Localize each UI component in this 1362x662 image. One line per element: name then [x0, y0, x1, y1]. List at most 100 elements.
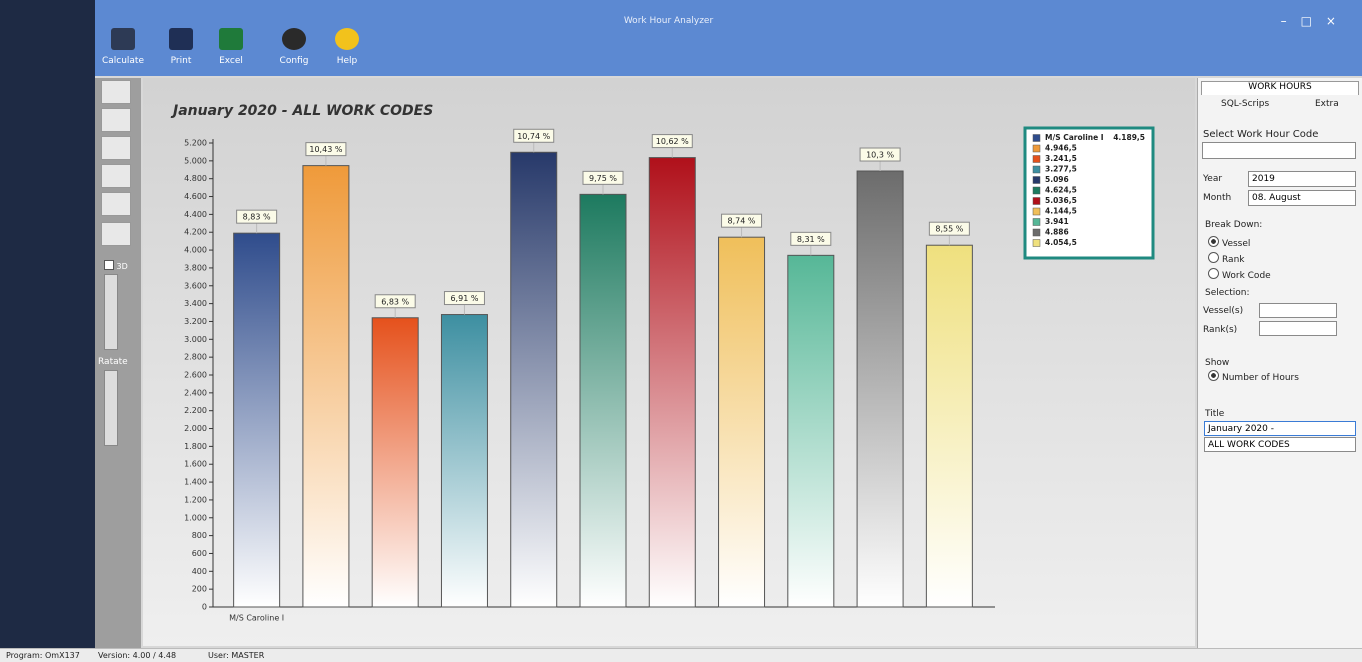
y-tick-label: 1.000	[184, 513, 207, 522]
text-input[interactable]	[1259, 303, 1337, 318]
share-label: 10,62 %	[656, 137, 689, 146]
legend-swatch	[1032, 239, 1041, 247]
window-title: Work Hour Analyzer	[623, 16, 714, 26]
label: Year	[1203, 174, 1223, 184]
y-tick-label: 3.600	[184, 281, 207, 290]
status-bar: Program: OmX137 Version: 4.00 / 4.48 Use…	[0, 648, 1362, 662]
tab[interactable]: Extra	[1315, 99, 1339, 109]
radio-label: Vessel	[1222, 239, 1251, 249]
dropdown[interactable]: 2019	[1248, 171, 1356, 187]
y-tick-label: 200	[192, 585, 207, 594]
bar	[648, 157, 696, 608]
share-label-box	[721, 213, 763, 228]
bar	[856, 170, 904, 608]
y-tick-label: 2.400	[184, 388, 207, 397]
y-tick-label: 1.400	[184, 478, 207, 487]
text-input[interactable]: January 2020 -	[1204, 421, 1356, 436]
window-controls[interactable]: –□×	[1280, 14, 1350, 28]
label: Month	[1203, 193, 1232, 203]
text-input[interactable]	[1259, 321, 1337, 336]
legend-swatch	[1032, 207, 1041, 216]
toolbar-button[interactable]: Help	[324, 28, 370, 66]
legend-swatch	[1032, 165, 1041, 174]
radio[interactable]: Vessel	[1208, 236, 1250, 249]
radio[interactable]: Rank	[1208, 252, 1245, 265]
toolbar-button[interactable]: Config	[271, 28, 317, 66]
legend-value: 3.241,5	[1045, 154, 1077, 163]
status-item: Program: OmX137	[6, 651, 80, 660]
share-label: 10,3 %	[866, 151, 894, 160]
panel-header[interactable]: WORK HOURS	[1201, 81, 1359, 95]
legend-swatch	[1032, 197, 1041, 205]
tool-button[interactable]	[101, 136, 131, 160]
side-strip	[0, 0, 95, 648]
y-tick-label: 0	[202, 603, 207, 612]
y-tick-label: 2.800	[184, 353, 207, 362]
share-label: 8,55 %	[935, 225, 963, 234]
y-tick-label: 1.200	[184, 495, 207, 504]
legend-swatch	[1032, 176, 1041, 184]
radio-label: Work Code	[1222, 271, 1271, 281]
bar	[233, 232, 281, 608]
status-item: Version: 4.00 / 4.48	[98, 651, 177, 660]
label: Select Work Hour Code	[1203, 129, 1319, 140]
share-label-box	[443, 291, 485, 306]
bar	[371, 317, 419, 608]
share-label: 9,75 %	[589, 174, 617, 183]
legend-swatch	[1032, 134, 1041, 142]
legend-value: 4.054,5	[1045, 238, 1077, 247]
y-tick-label: 1.800	[184, 442, 207, 451]
radio[interactable]: Number of Hours	[1208, 370, 1299, 383]
share-label-box	[374, 294, 416, 309]
legend-value: 3.941	[1045, 217, 1069, 226]
toolbar-button[interactable]: Print	[158, 28, 204, 66]
bar	[302, 165, 350, 608]
x-tick-label: M/S Caroline I	[229, 614, 284, 623]
label: Title	[1205, 409, 1225, 419]
y-tick-label: 3.000	[184, 335, 207, 344]
y-tick-label: 4.600	[184, 192, 207, 201]
share-label-box	[859, 147, 901, 162]
tool-button[interactable]	[101, 222, 131, 246]
toolbar-label: Help	[336, 56, 358, 66]
legend-value: 5.036,5	[1045, 196, 1077, 205]
dropdown[interactable]: 08. August	[1248, 190, 1356, 206]
legend-value: 4.189,5	[1113, 133, 1145, 142]
toolbar-button[interactable]: Calculate	[100, 28, 146, 66]
side-panel: WORK HOURS SQL-Scrips Extra Select Work …	[1197, 78, 1362, 648]
share-label-box	[513, 128, 555, 143]
text-input[interactable]: ALL WORK CODES	[1204, 437, 1356, 452]
tool-button[interactable]	[101, 108, 131, 132]
bar	[787, 254, 835, 608]
legend-value: 4.886	[1045, 228, 1069, 237]
y-tick-label: 400	[192, 567, 207, 576]
legend-swatch	[1032, 155, 1041, 163]
slider[interactable]	[104, 274, 118, 350]
y-tick-label: 5.200	[184, 139, 207, 148]
bar	[440, 314, 488, 608]
legend-swatch	[1032, 228, 1041, 237]
share-label-box	[236, 209, 278, 224]
bar	[510, 151, 558, 608]
legend-swatch	[1032, 218, 1041, 226]
dropdown[interactable]	[1202, 142, 1356, 159]
slider[interactable]	[104, 370, 118, 446]
label: Rank(s)	[1203, 325, 1238, 335]
radio[interactable]: Work Code	[1208, 268, 1271, 281]
tool-button[interactable]	[101, 192, 131, 216]
toolbar-button[interactable]: Excel	[208, 28, 254, 66]
share-label-box	[582, 170, 624, 185]
toolbar-label: Excel	[219, 56, 243, 66]
toolbar-label: Config	[279, 56, 309, 66]
legend-swatch	[1032, 144, 1041, 153]
y-tick-label: 800	[192, 531, 207, 540]
share-label: 8,83 %	[243, 213, 271, 222]
left-toolbar: 3D Ratate	[95, 78, 141, 648]
checkbox[interactable]: 3D	[104, 260, 128, 271]
bar	[579, 193, 627, 608]
status-item: User: MASTER	[208, 651, 265, 660]
tool-button[interactable]	[101, 80, 131, 104]
tab[interactable]: SQL-Scrips	[1221, 99, 1270, 109]
tool-button[interactable]	[101, 164, 131, 188]
